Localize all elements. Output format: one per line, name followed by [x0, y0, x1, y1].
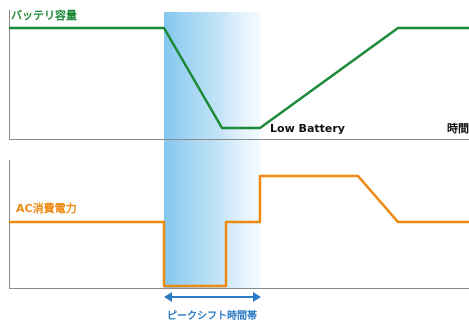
battery-label: バッテリ容量 [11, 8, 77, 22]
low-battery-label: Low Battery [270, 122, 345, 135]
peak-shift-label: ピークシフト時間帯 [167, 309, 257, 320]
ac-power-line [9, 174, 469, 288]
time-label: 時間 [447, 121, 469, 135]
battery-capacity-line [9, 26, 469, 130]
ac-label: AC消費電力 [16, 201, 77, 215]
peak-shift-arrow [164, 292, 261, 302]
